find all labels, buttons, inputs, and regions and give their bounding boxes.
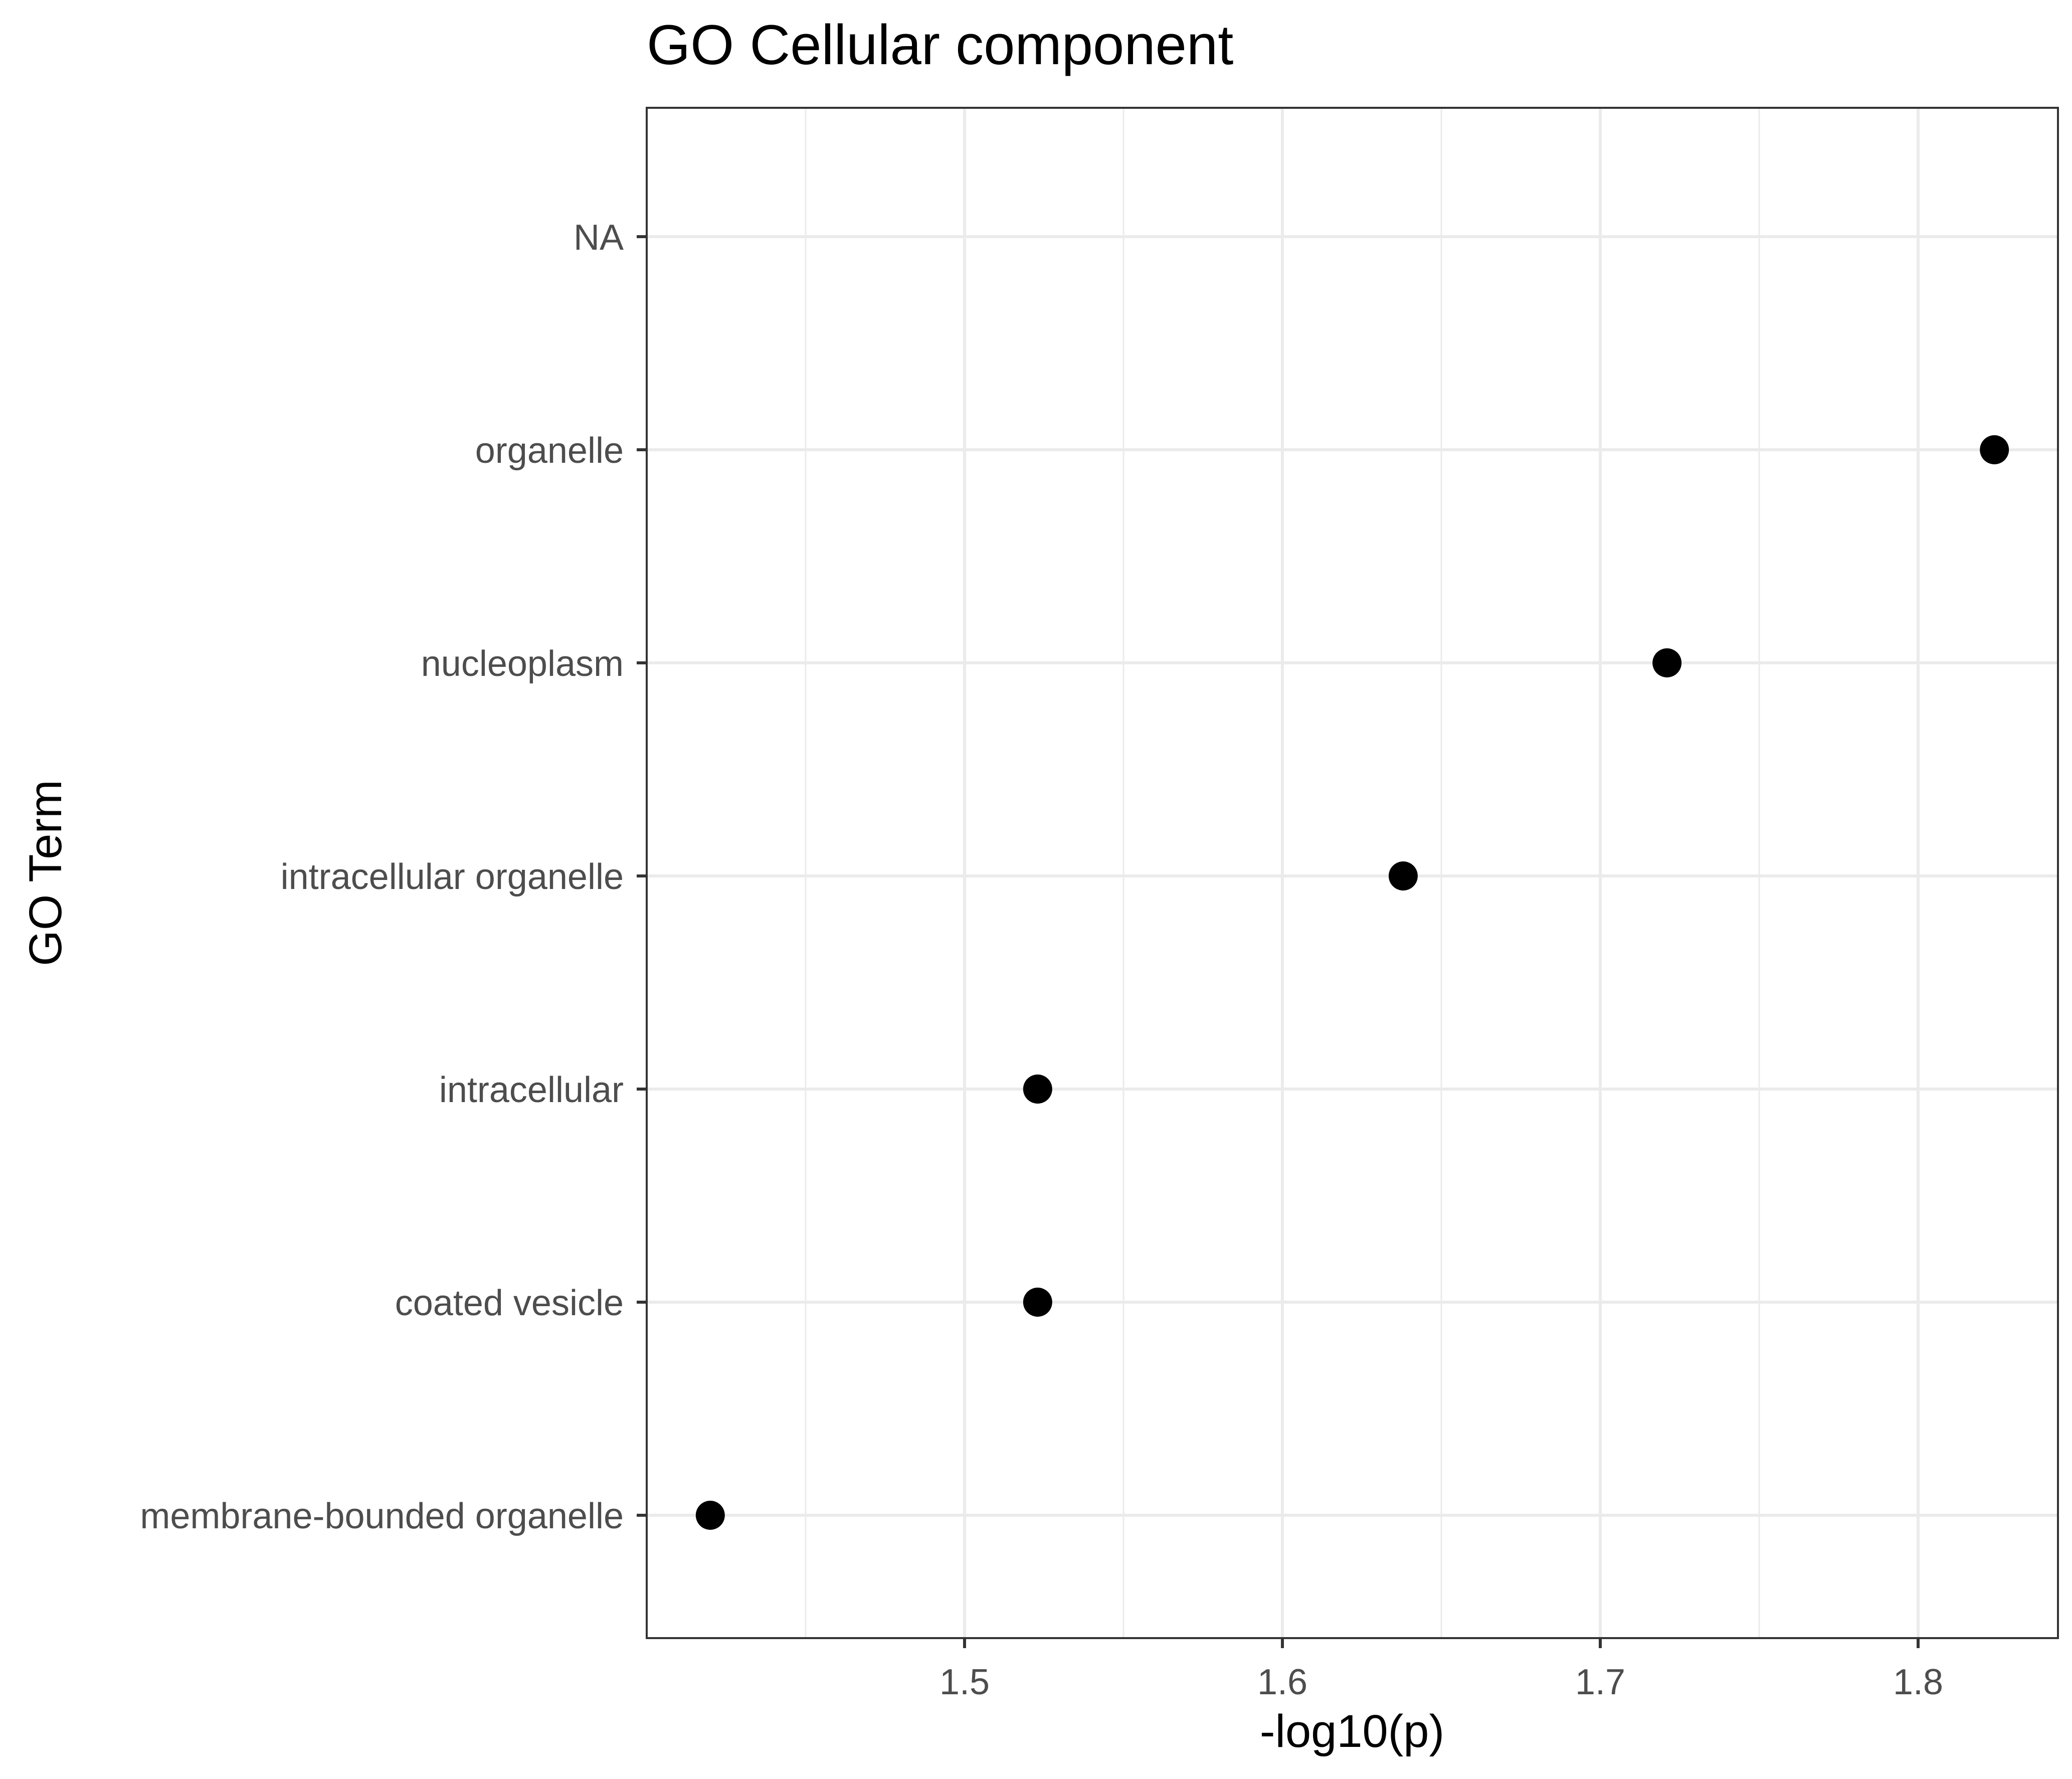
data-point: [1652, 648, 1682, 677]
y-tick-label: organelle: [475, 431, 624, 471]
y-tick-label: membrane-bounded organelle: [140, 1496, 624, 1536]
x-axis-title: -log10(p): [1260, 1706, 1444, 1757]
y-tick-label: intracellular organelle: [281, 857, 624, 897]
data-points: [695, 435, 2009, 1530]
x-tick-label: 1.8: [1893, 1662, 1943, 1702]
data-point: [1980, 435, 2009, 464]
data-point: [1023, 1075, 1052, 1104]
x-tick-label: 1.6: [1257, 1662, 1307, 1702]
y-tick-label: intracellular: [439, 1070, 624, 1110]
x-tick-label: 1.7: [1575, 1662, 1625, 1702]
data-point: [1388, 861, 1418, 891]
panel-border: [646, 107, 2059, 1639]
y-tick-label: nucleoplasm: [421, 644, 624, 684]
major-gridlines: [647, 108, 2058, 1638]
y-axis-title: GO Term: [20, 780, 71, 966]
x-axis-ticks: 1.5 1.6 1.7 1.8: [939, 1638, 1943, 1702]
data-point: [695, 1501, 725, 1530]
y-tick-label: coated vesicle: [395, 1283, 624, 1323]
chart-title: GO Cellular component: [647, 14, 1233, 76]
minor-gridlines: [805, 108, 1760, 1638]
data-point: [1023, 1288, 1052, 1317]
y-tick-label: NA: [574, 218, 624, 258]
x-tick-label: 1.5: [939, 1662, 990, 1702]
y-axis-ticks: membrane-bounded organelle coated vesicle…: [140, 218, 647, 1536]
